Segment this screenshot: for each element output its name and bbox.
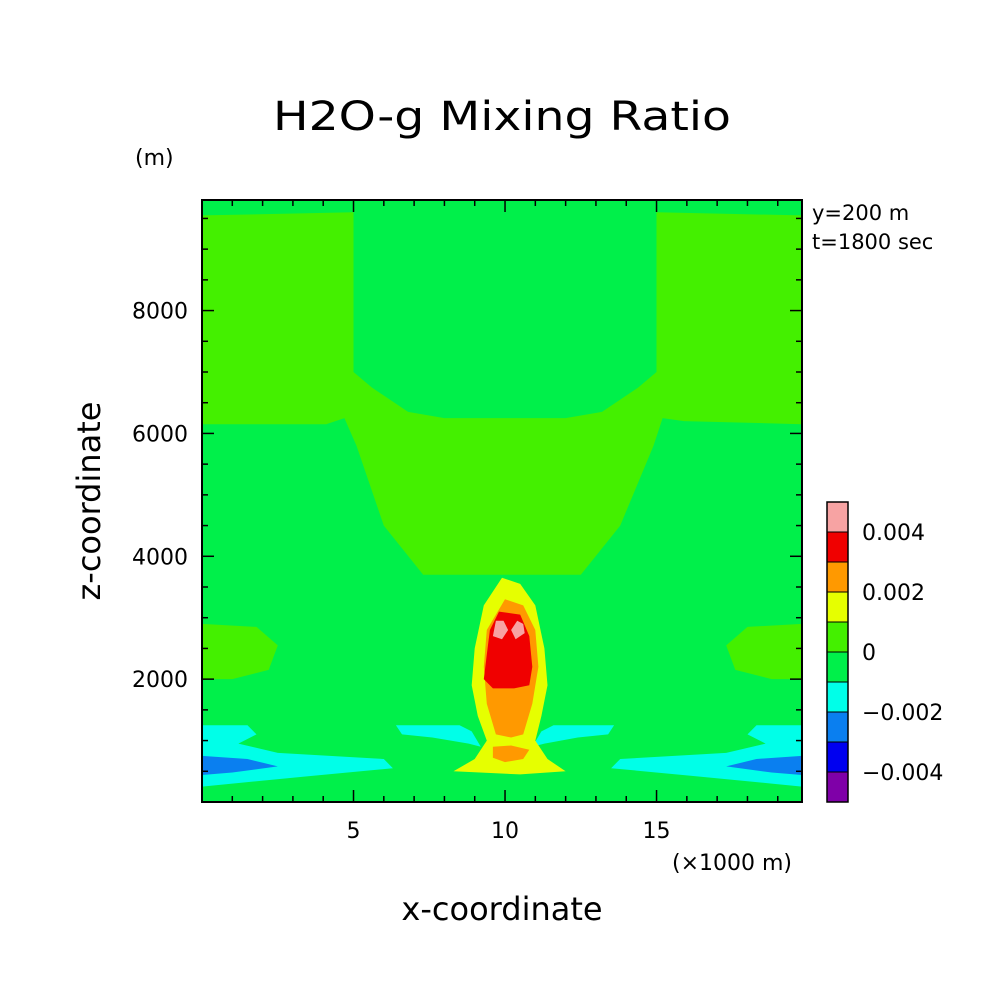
y-unit-label: (m) xyxy=(135,146,174,171)
colorbar-swatch xyxy=(826,501,849,533)
colorbar-tick-label: −0.004 xyxy=(862,761,943,786)
x-tick-label: 15 xyxy=(643,819,671,844)
contour-left-dry-core xyxy=(202,755,278,775)
chart-title: H2O-g Mixing Ratio xyxy=(273,94,731,140)
plot-area xyxy=(202,200,802,802)
colorbar-swatch xyxy=(826,591,849,623)
contour-right-mid-dry xyxy=(532,725,615,747)
contour-left-mid-dry xyxy=(395,725,481,747)
y-axis: 2000 4000 6000 8000 xyxy=(132,217,802,773)
contour-upper-left-moist xyxy=(202,212,802,575)
annotation-t: t=1800 sec xyxy=(812,230,933,254)
contour-plume-base-orange xyxy=(492,745,530,763)
colorbar-swatch xyxy=(826,561,849,593)
x-axis: 5 10 15 xyxy=(231,200,779,844)
y-tick-label: 8000 xyxy=(132,300,188,325)
colorbar-swatch xyxy=(826,771,849,803)
contour-right-dry-band xyxy=(611,725,802,787)
colorbar-swatch xyxy=(826,531,849,563)
colorbar-tick-label: −0.002 xyxy=(862,701,943,726)
y-tick-label: 2000 xyxy=(132,668,188,693)
colorbar-tick-label: 0.004 xyxy=(862,521,925,546)
x-tick-label: 10 xyxy=(491,819,519,844)
contour-plume-pink-right xyxy=(511,620,525,640)
colorbar-swatch xyxy=(826,621,849,653)
x-unit-label: (×1000 m) xyxy=(672,851,792,876)
colorbar-swatch xyxy=(826,741,849,773)
y-tick-label: 6000 xyxy=(132,422,188,447)
colorbar-swatch xyxy=(826,681,849,713)
x-tick-label: 5 xyxy=(347,819,361,844)
x-axis-label: x-coordinate xyxy=(401,890,602,928)
plot-frame xyxy=(201,199,803,803)
y-axis-label: z-coordinate xyxy=(70,401,108,600)
y-tick-label: 4000 xyxy=(132,545,188,570)
annotation-y: y=200 m xyxy=(812,201,909,225)
colorbar-frame xyxy=(826,501,849,803)
contour-left-dry-band xyxy=(202,725,393,787)
contour-right-dry-core xyxy=(726,755,802,775)
colorbar-tick-label: 0.002 xyxy=(862,581,925,606)
contour-plume-pink-left xyxy=(492,620,509,640)
colorbar: −0.004 −0.002 0 0.002 0.004 xyxy=(826,501,943,803)
colorbar-swatch xyxy=(826,651,849,683)
contour-left-moist-lobe xyxy=(202,623,278,680)
colorbar-swatch xyxy=(826,711,849,743)
colorbar-tick-label: 0 xyxy=(862,641,876,666)
contour-right-moist-lobe xyxy=(726,623,802,680)
